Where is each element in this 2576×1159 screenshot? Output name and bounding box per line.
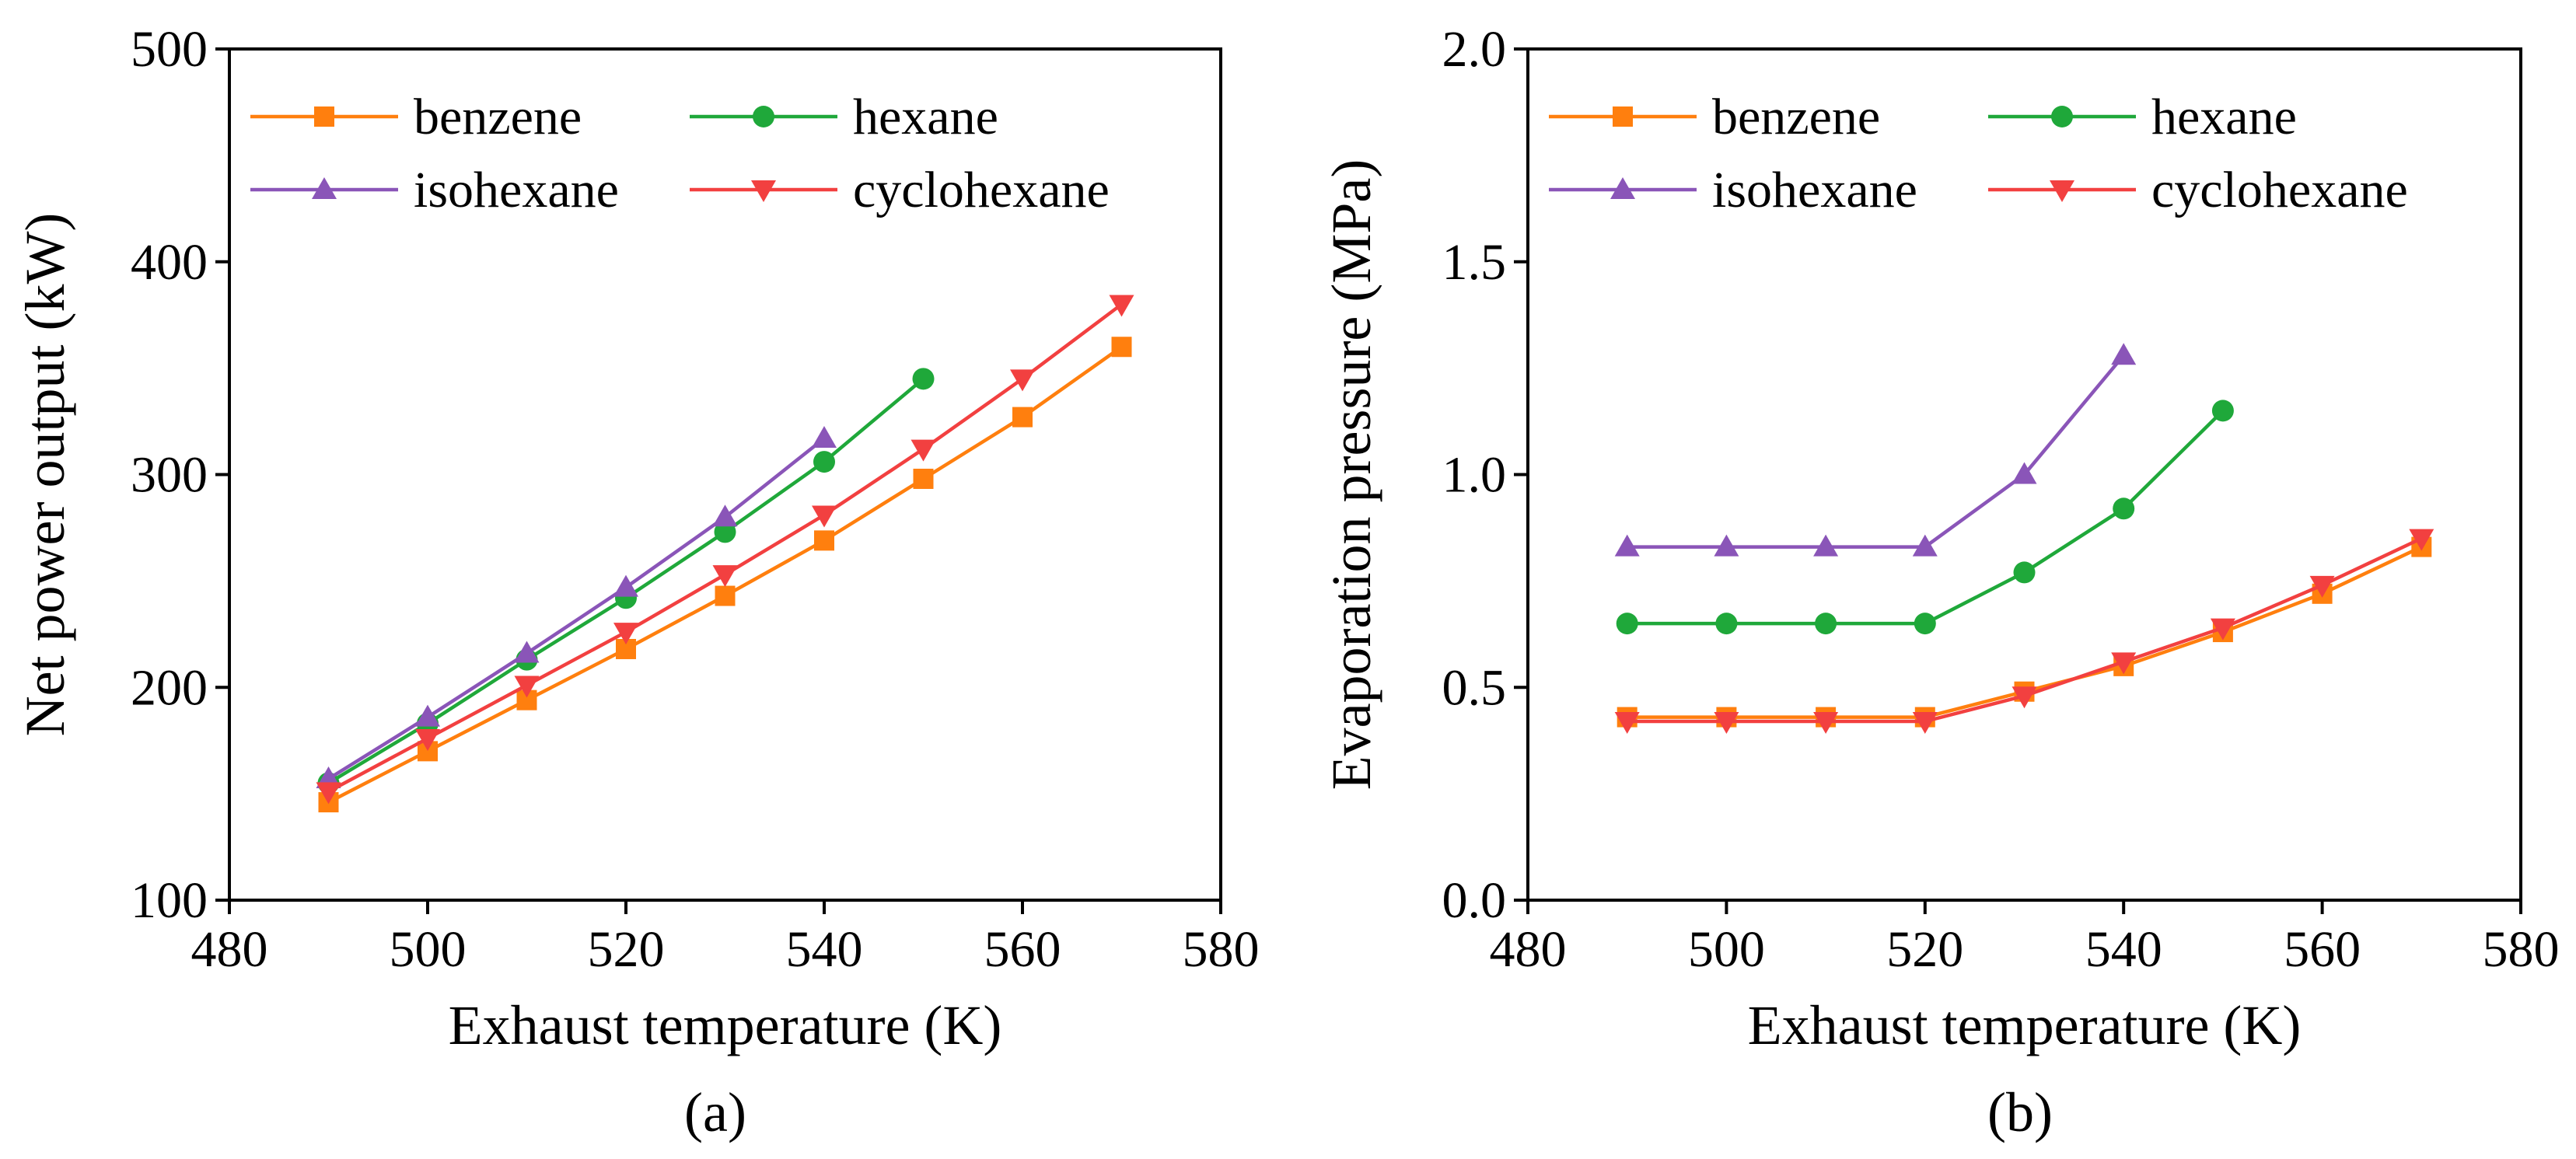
data-point-cyclohexane	[613, 623, 638, 645]
x-tick-label: 520	[588, 921, 665, 978]
data-point-cyclohexane	[415, 728, 440, 751]
data-point-cyclohexane	[2309, 575, 2335, 598]
data-point-cyclohexane	[1010, 369, 1035, 392]
legend: benzene hexane isohexane cyclohexane	[250, 89, 1110, 218]
data-point-cyclohexane	[1912, 712, 1938, 735]
data-point-cyclohexane	[2409, 529, 2434, 551]
data-point-isohexane	[712, 504, 738, 527]
y-tick-label: 0.5	[1442, 659, 1507, 716]
legend-marker-isohexane	[1610, 177, 1635, 199]
data-point-benzene	[715, 585, 736, 606]
legend-marker-hexane	[753, 106, 774, 127]
data-point-isohexane	[1813, 534, 1839, 557]
data-point-benzene	[913, 468, 934, 489]
data-point-hexane	[1715, 613, 1738, 635]
data-point-cyclohexane	[712, 565, 738, 588]
legend-label-hexane: hexane	[853, 89, 998, 145]
data-point-hexane	[714, 521, 736, 543]
x-tick-label: 560	[2284, 921, 2361, 978]
series-line-hexane	[1627, 409, 2225, 626]
legend-label-isohexane: isohexane	[1712, 162, 1917, 218]
legend-marker-benzene	[1613, 106, 1633, 127]
legend-label-hexane: hexane	[2151, 89, 2297, 145]
legend-marker-hexane	[2051, 106, 2073, 127]
data-point-isohexane	[1912, 534, 1938, 557]
data-point-cyclohexane	[1813, 712, 1839, 735]
data-point-cyclohexane	[2012, 686, 2037, 709]
data-point-cyclohexane	[316, 782, 341, 805]
legend-label-isohexane: isohexane	[414, 162, 619, 218]
y-tick-label: 1.0	[1442, 447, 1507, 504]
data-point-cyclohexane	[2111, 652, 2137, 675]
data-point-isohexane	[1714, 534, 1739, 557]
panel-caption: (a)	[684, 1081, 746, 1143]
legend: benzene hexane isohexane cyclohexane	[1549, 89, 2408, 218]
data-point-isohexane	[812, 425, 837, 448]
data-point-hexane	[813, 451, 835, 473]
data-point-isohexane	[514, 641, 540, 663]
data-point-cyclohexane	[911, 439, 936, 462]
legend-label-cyclohexane: cyclohexane	[853, 162, 1110, 218]
data-point-hexane	[2211, 400, 2234, 422]
panel-caption: (b)	[1987, 1081, 2053, 1143]
legend-marker-cyclohexane	[2050, 180, 2074, 202]
y-tick-label: 300	[131, 447, 208, 504]
data-point-hexane	[1616, 613, 1638, 635]
x-tick-label: 520	[1886, 921, 1963, 978]
data-point-hexane	[2113, 497, 2135, 520]
data-point-benzene	[1012, 407, 1033, 428]
data-point-cyclohexane	[812, 505, 837, 528]
x-tick-label: 480	[191, 921, 268, 978]
data-point-benzene	[814, 530, 834, 551]
legend-label-cyclohexane: cyclohexane	[2151, 162, 2408, 218]
series-line-isohexane	[1627, 354, 2125, 549]
data-point-cyclohexane	[1714, 712, 1739, 735]
y-tick-label: 200	[131, 659, 208, 716]
x-tick-label: 500	[1688, 921, 1765, 978]
legend-marker-cyclohexane	[751, 180, 776, 202]
x-axis-label: Exhaust temperature (K)	[449, 994, 1002, 1056]
x-tick-label: 580	[1183, 921, 1260, 978]
x-tick-label: 540	[786, 921, 863, 978]
y-tick-label: 100	[131, 872, 208, 929]
data-point-isohexane	[1614, 534, 1640, 557]
data-point-cyclohexane	[1614, 712, 1640, 735]
data-point-isohexane	[2012, 462, 2037, 484]
data-point-hexane	[1815, 613, 1837, 635]
series-line-isohexane	[327, 437, 826, 780]
y-axis-label: Evaporation pressure (MPa)	[1320, 159, 1382, 791]
y-tick-label: 500	[131, 21, 208, 78]
data-point-cyclohexane	[1109, 295, 1134, 317]
data-point-isohexane	[415, 704, 440, 727]
series-line-cyclohexane	[327, 302, 1123, 794]
y-tick-label: 2.0	[1442, 21, 1507, 78]
y-axis-label: Net power output (kW)	[14, 213, 76, 737]
x-tick-label: 500	[390, 921, 467, 978]
legend-label-benzene: benzene	[1712, 89, 1880, 145]
data-point-hexane	[912, 368, 935, 390]
x-tick-label: 480	[1490, 921, 1567, 978]
legend-label-benzene: benzene	[414, 89, 582, 145]
data-point-isohexane	[613, 574, 638, 597]
x-axis-label: Exhaust temperature (K)	[1748, 994, 2302, 1056]
data-point-cyclohexane	[2210, 618, 2235, 641]
data-point-cyclohexane	[514, 676, 540, 698]
y-tick-label: 0.0	[1442, 872, 1507, 929]
x-tick-label: 580	[2483, 921, 2560, 978]
data-point-benzene	[1111, 337, 1132, 358]
legend-marker-isohexane	[312, 177, 337, 199]
x-tick-label: 560	[984, 921, 1061, 978]
y-tick-label: 400	[131, 234, 208, 291]
panel-a: 480 500 520 540 560 580 100 200 300 400 500 Exhaust…	[14, 21, 1260, 1143]
x-tick-label: 540	[2085, 921, 2162, 978]
legend-marker-benzene	[314, 106, 334, 127]
data-point-hexane	[1914, 613, 1936, 635]
panel-b: 480 500 520 540 560 580 0.0 0.5 1.0 1.5 2.0 Exhaust…	[1320, 21, 2560, 1143]
data-point-isohexane	[2111, 343, 2137, 365]
data-point-hexane	[2013, 561, 2036, 584]
y-tick-label: 1.5	[1442, 234, 1507, 291]
